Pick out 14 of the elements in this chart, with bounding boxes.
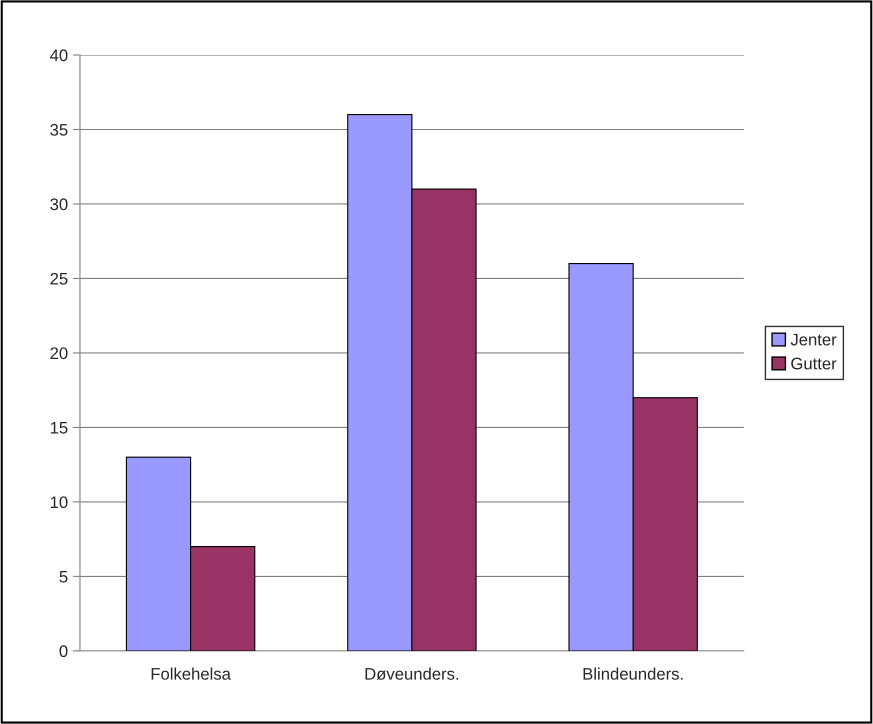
x-tick-label: Døveunders. [366, 668, 458, 680]
y-tick-label: 25 [50, 272, 68, 285]
y-tick-label: 10 [50, 496, 68, 508]
legend-label: Gutter [791, 358, 836, 370]
x-tick-label: Blindeunders. [584, 668, 683, 680]
y-tick-label: 15 [50, 422, 68, 434]
y-tick-label: 20 [50, 347, 68, 360]
y-tick-label: 5 [60, 570, 68, 583]
y-tick-label: 30 [50, 198, 68, 210]
legend-label: Jenter [790, 334, 836, 346]
y-tick-label: 35 [50, 124, 68, 136]
y-tick-label: 40 [50, 49, 68, 62]
y-tick-label: 0 [60, 645, 68, 658]
x-tick-label: Folkehelsa [152, 668, 231, 680]
